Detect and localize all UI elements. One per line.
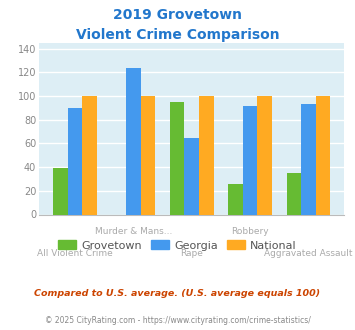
Text: Robbery: Robbery [231, 226, 269, 236]
Text: Aggravated Assault: Aggravated Assault [264, 249, 353, 258]
Bar [126, 68, 141, 214]
Bar [316, 96, 331, 214]
Text: Compared to U.S. average. (U.S. average equals 100): Compared to U.S. average. (U.S. average … [34, 289, 321, 298]
Text: Murder & Mans...: Murder & Mans... [94, 226, 172, 236]
Text: Rape: Rape [180, 249, 203, 258]
Bar [53, 168, 67, 214]
Text: 2019 Grovetown: 2019 Grovetown [113, 8, 242, 22]
Bar [199, 96, 214, 214]
Text: All Violent Crime: All Violent Crime [37, 249, 113, 258]
Bar [67, 108, 82, 214]
Bar [286, 173, 301, 214]
Legend: Grovetown, Georgia, National: Grovetown, Georgia, National [54, 236, 301, 255]
Bar [228, 184, 243, 215]
Text: Violent Crime Comparison: Violent Crime Comparison [76, 28, 279, 42]
Bar [243, 106, 257, 214]
Bar [141, 96, 155, 214]
Bar [184, 138, 199, 214]
Bar [170, 102, 184, 214]
Text: © 2025 CityRating.com - https://www.cityrating.com/crime-statistics/: © 2025 CityRating.com - https://www.city… [45, 316, 310, 325]
Bar [82, 96, 97, 214]
Bar [257, 96, 272, 214]
Bar [301, 104, 316, 214]
